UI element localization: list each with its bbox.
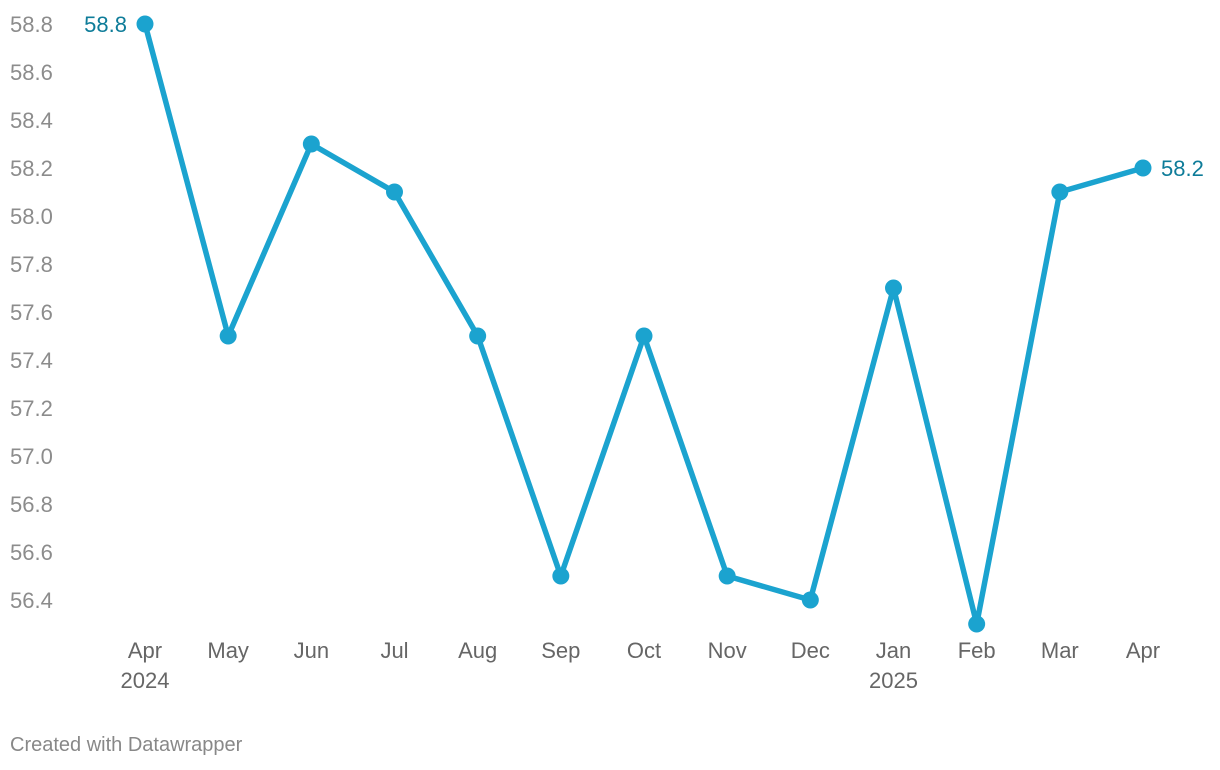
y-tick-label: 58.6 [10, 60, 53, 85]
data-point [302, 135, 320, 153]
data-point [885, 279, 902, 297]
x-tick-label: Feb [958, 638, 996, 663]
y-tick-label: 57.2 [10, 396, 53, 421]
x-tick-label: Apr [128, 638, 162, 663]
data-point [968, 615, 986, 633]
data-label: 58.8 [84, 12, 127, 37]
data-point [552, 567, 570, 585]
x-tick-label: Apr [1126, 638, 1160, 663]
y-tick-label: 57.0 [10, 444, 53, 469]
data-label: 58.2 [1161, 156, 1204, 181]
y-axis: 56.4 56.6 56.8 57.0 57.2 57.4 57.6 57.8 58.0 58.2… [10, 12, 53, 613]
x-tick-label: Dec [791, 638, 830, 663]
x-tick-label: Jun [294, 638, 329, 663]
x-axis: Apr 2024 May Jun Jul Aug Sep Oct Nov Dec Jan 2025 Fe… [121, 638, 1161, 693]
y-tick-label: 58.2 [10, 156, 53, 181]
data-point [136, 15, 154, 33]
y-tick-label: 58.4 [10, 108, 53, 133]
x-tick-label: May [207, 638, 249, 663]
x-tick-label: Jan [876, 638, 911, 663]
data-point [635, 327, 653, 345]
series-layer [136, 15, 1152, 633]
data-point [1051, 183, 1069, 201]
y-tick-label: 58.0 [10, 204, 53, 229]
data-labels: 58.8 58.2 [84, 12, 1204, 181]
x-tick-label: Mar [1041, 638, 1079, 663]
y-tick-label: 56.8 [10, 492, 53, 517]
y-tick-label: 57.4 [10, 348, 53, 373]
series-line [142, 21, 1146, 627]
x-tick-year-label: 2025 [869, 668, 918, 693]
y-tick-label: 57.6 [10, 300, 53, 325]
data-point [1134, 159, 1152, 177]
data-point [386, 183, 403, 201]
x-tick-label: Aug [458, 638, 497, 663]
credit-text: Created with Datawrapper [10, 734, 243, 756]
data-point [469, 327, 487, 345]
y-tick-label: 58.8 [10, 12, 53, 37]
x-tick-label: Nov [708, 638, 747, 663]
y-tick-label: 56.6 [10, 540, 53, 565]
y-tick-label: 56.4 [10, 588, 53, 613]
data-point [718, 567, 736, 585]
x-tick-year-label: 2024 [121, 668, 170, 693]
x-tick-label: Oct [627, 638, 661, 663]
y-tick-label: 57.8 [10, 252, 53, 277]
x-tick-label: Jul [380, 638, 408, 663]
x-tick-label: Sep [541, 638, 580, 663]
data-point [219, 327, 237, 345]
data-point [801, 591, 819, 609]
